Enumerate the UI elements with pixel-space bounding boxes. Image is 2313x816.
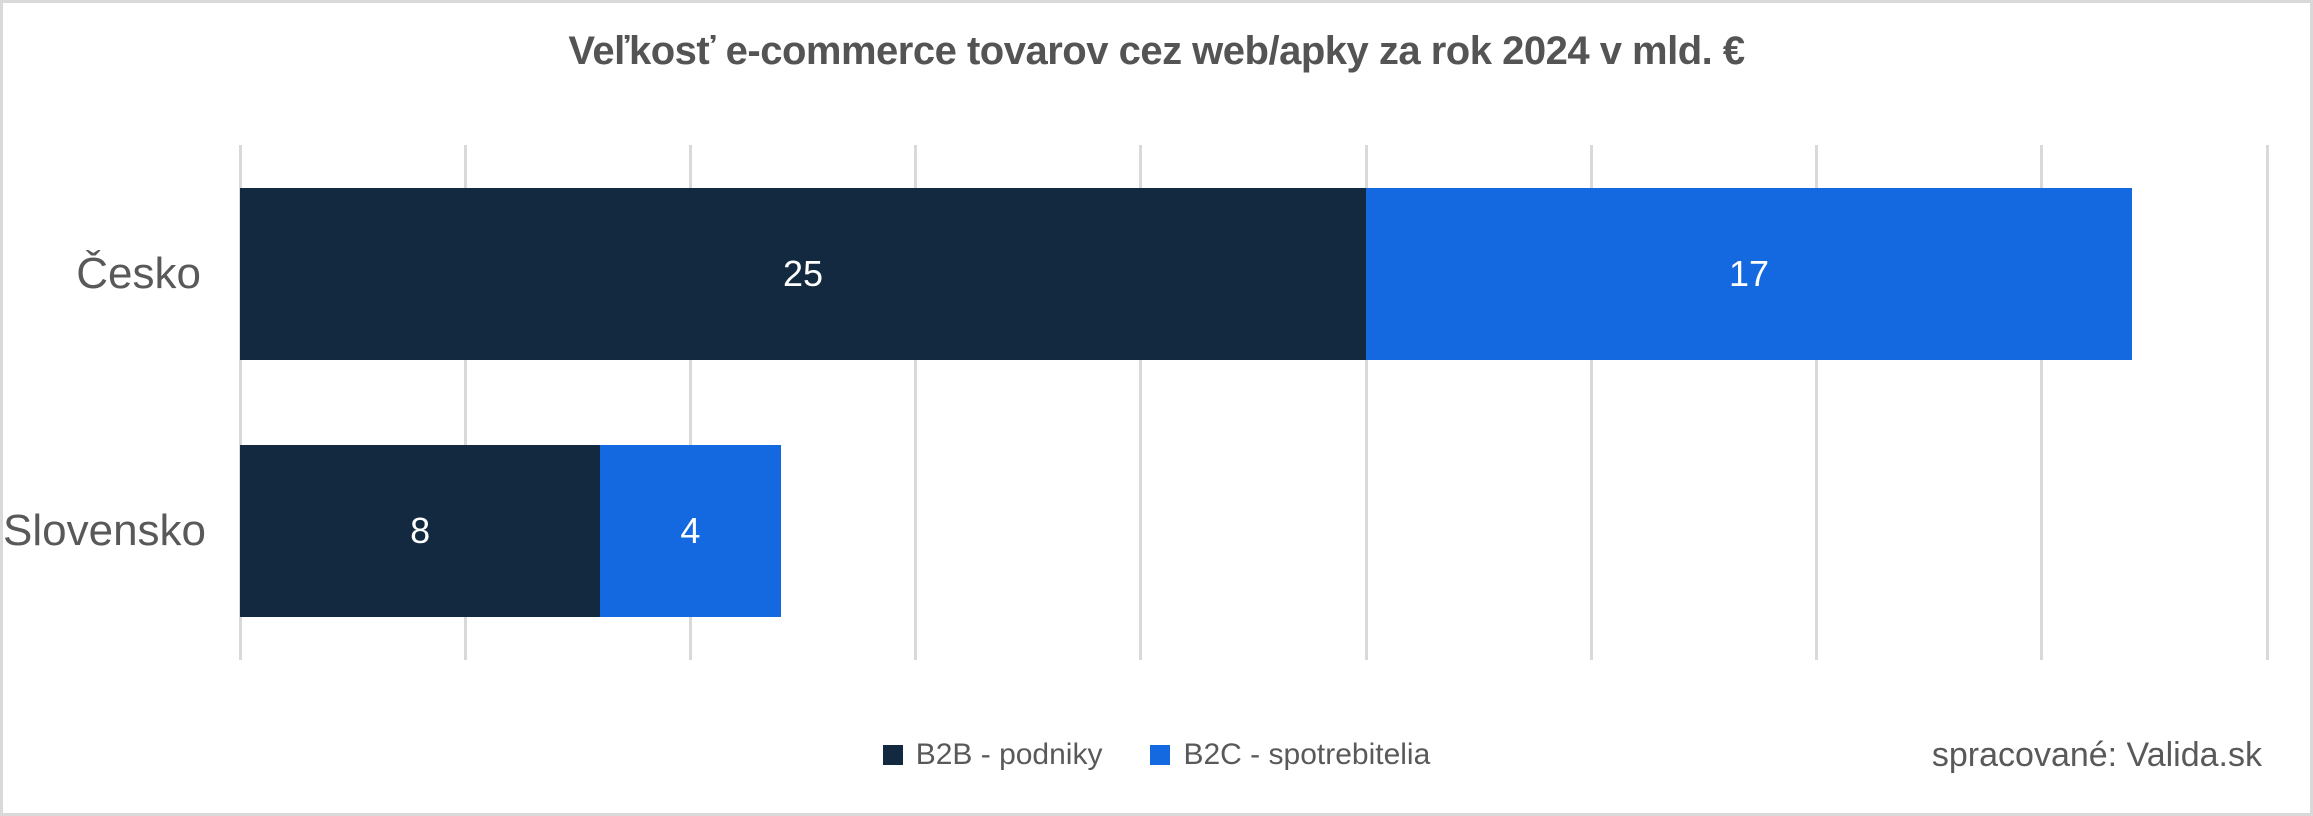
- legend-label: B2C - spotrebitelia: [1183, 738, 1431, 771]
- legend-item-b2c: B2C - spotrebitelia: [1150, 740, 1430, 770]
- legend-marker-icon: [1150, 745, 1171, 765]
- gridline: [688, 145, 692, 660]
- plot-area: 25 17 8 4: [238, 145, 2269, 660]
- legend-label: B2B - podniky: [915, 738, 1103, 771]
- chart-title: Veľkosť e-commerce tovarov cez web/apky …: [568, 29, 1745, 73]
- gridline: [1364, 145, 1368, 660]
- source-note: spracované: Valida.sk: [1931, 735, 2262, 774]
- gridline: [2265, 145, 2269, 660]
- gridline: [238, 145, 242, 660]
- legend-item-b2b: B2B - podniky: [882, 738, 1103, 771]
- gridline: [2040, 145, 2044, 660]
- legend: B2B - podniky B2C - spotrebitelia: [3, 731, 2310, 779]
- gridline: [914, 145, 918, 660]
- bar-segment-b2c: 4: [600, 445, 781, 618]
- legend-marker-icon: [882, 745, 903, 765]
- category-label: Slovensko: [3, 506, 207, 556]
- bar-value-label: 8: [410, 510, 431, 552]
- category-label: Česko: [76, 248, 201, 298]
- bar-value-label: 17: [1728, 252, 1769, 294]
- bar-value-label: 25: [783, 252, 824, 294]
- gridline: [1589, 145, 1593, 660]
- gridline: [1815, 145, 1819, 660]
- bar-segment-b2c: 17: [1366, 187, 2132, 360]
- bar-value-label: 4: [680, 510, 701, 552]
- gridline: [463, 145, 467, 660]
- bar-segment-b2b: 8: [240, 445, 601, 618]
- bar-segment-b2b: 25: [240, 187, 1367, 360]
- gridline: [1139, 145, 1143, 660]
